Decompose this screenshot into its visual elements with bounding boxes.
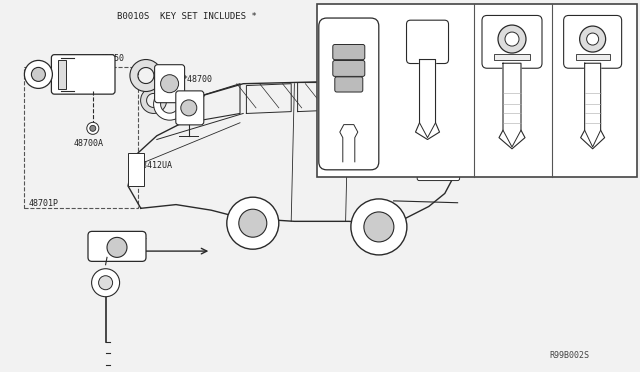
Text: *48700: *48700 xyxy=(182,76,212,84)
Circle shape xyxy=(24,60,52,89)
Text: 48700A: 48700A xyxy=(74,139,104,148)
Circle shape xyxy=(587,33,598,45)
FancyBboxPatch shape xyxy=(406,20,449,64)
Text: 68632S *: 68632S * xyxy=(365,146,404,155)
Text: (285E3): (285E3) xyxy=(321,16,354,25)
Circle shape xyxy=(227,197,279,249)
Circle shape xyxy=(99,276,113,290)
Circle shape xyxy=(31,67,45,81)
FancyBboxPatch shape xyxy=(417,153,460,180)
Text: B0600NA: B0600NA xyxy=(396,7,428,16)
Circle shape xyxy=(239,209,267,237)
Wedge shape xyxy=(154,88,186,120)
Circle shape xyxy=(431,157,447,174)
Circle shape xyxy=(180,100,197,116)
Circle shape xyxy=(364,212,394,242)
Text: 48412UA: 48412UA xyxy=(138,161,173,170)
Text: FOR INTELLIGENCE KEY: FOR INTELLIGENCE KEY xyxy=(322,169,407,175)
Circle shape xyxy=(90,125,96,131)
Wedge shape xyxy=(141,87,166,113)
Polygon shape xyxy=(580,63,605,149)
Text: 48701P: 48701P xyxy=(29,199,59,208)
Polygon shape xyxy=(415,60,440,140)
FancyBboxPatch shape xyxy=(482,16,542,68)
Text: SEC. 253: SEC. 253 xyxy=(321,9,358,17)
Bar xyxy=(317,4,637,177)
FancyBboxPatch shape xyxy=(51,55,115,94)
Text: R99B002S: R99B002S xyxy=(549,351,589,360)
Text: B0600N: B0600N xyxy=(479,7,507,16)
Bar xyxy=(575,54,610,60)
Text: 48412U: 48412U xyxy=(154,74,184,83)
FancyBboxPatch shape xyxy=(88,231,146,262)
Text: (SUB-KEY): (SUB-KEY) xyxy=(559,169,598,175)
FancyBboxPatch shape xyxy=(333,61,365,76)
Circle shape xyxy=(92,269,120,297)
Text: B0600P: B0600P xyxy=(558,7,586,16)
Wedge shape xyxy=(130,60,162,92)
Circle shape xyxy=(344,138,354,148)
Circle shape xyxy=(107,237,127,257)
Bar xyxy=(24,67,138,208)
FancyBboxPatch shape xyxy=(155,65,184,103)
Bar xyxy=(494,54,530,60)
FancyBboxPatch shape xyxy=(333,45,365,60)
Circle shape xyxy=(339,133,359,153)
Circle shape xyxy=(505,32,519,46)
FancyBboxPatch shape xyxy=(335,77,363,92)
FancyBboxPatch shape xyxy=(564,16,621,68)
Polygon shape xyxy=(499,63,525,149)
Text: B0010S  KEY SET INCLUDES *: B0010S KEY SET INCLUDES * xyxy=(117,12,257,21)
Circle shape xyxy=(498,25,526,53)
FancyBboxPatch shape xyxy=(176,91,204,125)
Circle shape xyxy=(580,26,605,52)
Text: * B0601: * B0601 xyxy=(112,232,147,241)
Text: (MASTER-KEY): (MASTER-KEY) xyxy=(483,169,534,175)
FancyBboxPatch shape xyxy=(319,18,379,170)
Circle shape xyxy=(351,199,407,255)
Circle shape xyxy=(87,122,99,134)
Text: 48750: 48750 xyxy=(99,54,124,63)
FancyBboxPatch shape xyxy=(128,153,144,186)
Bar xyxy=(58,60,65,89)
Circle shape xyxy=(161,75,179,93)
